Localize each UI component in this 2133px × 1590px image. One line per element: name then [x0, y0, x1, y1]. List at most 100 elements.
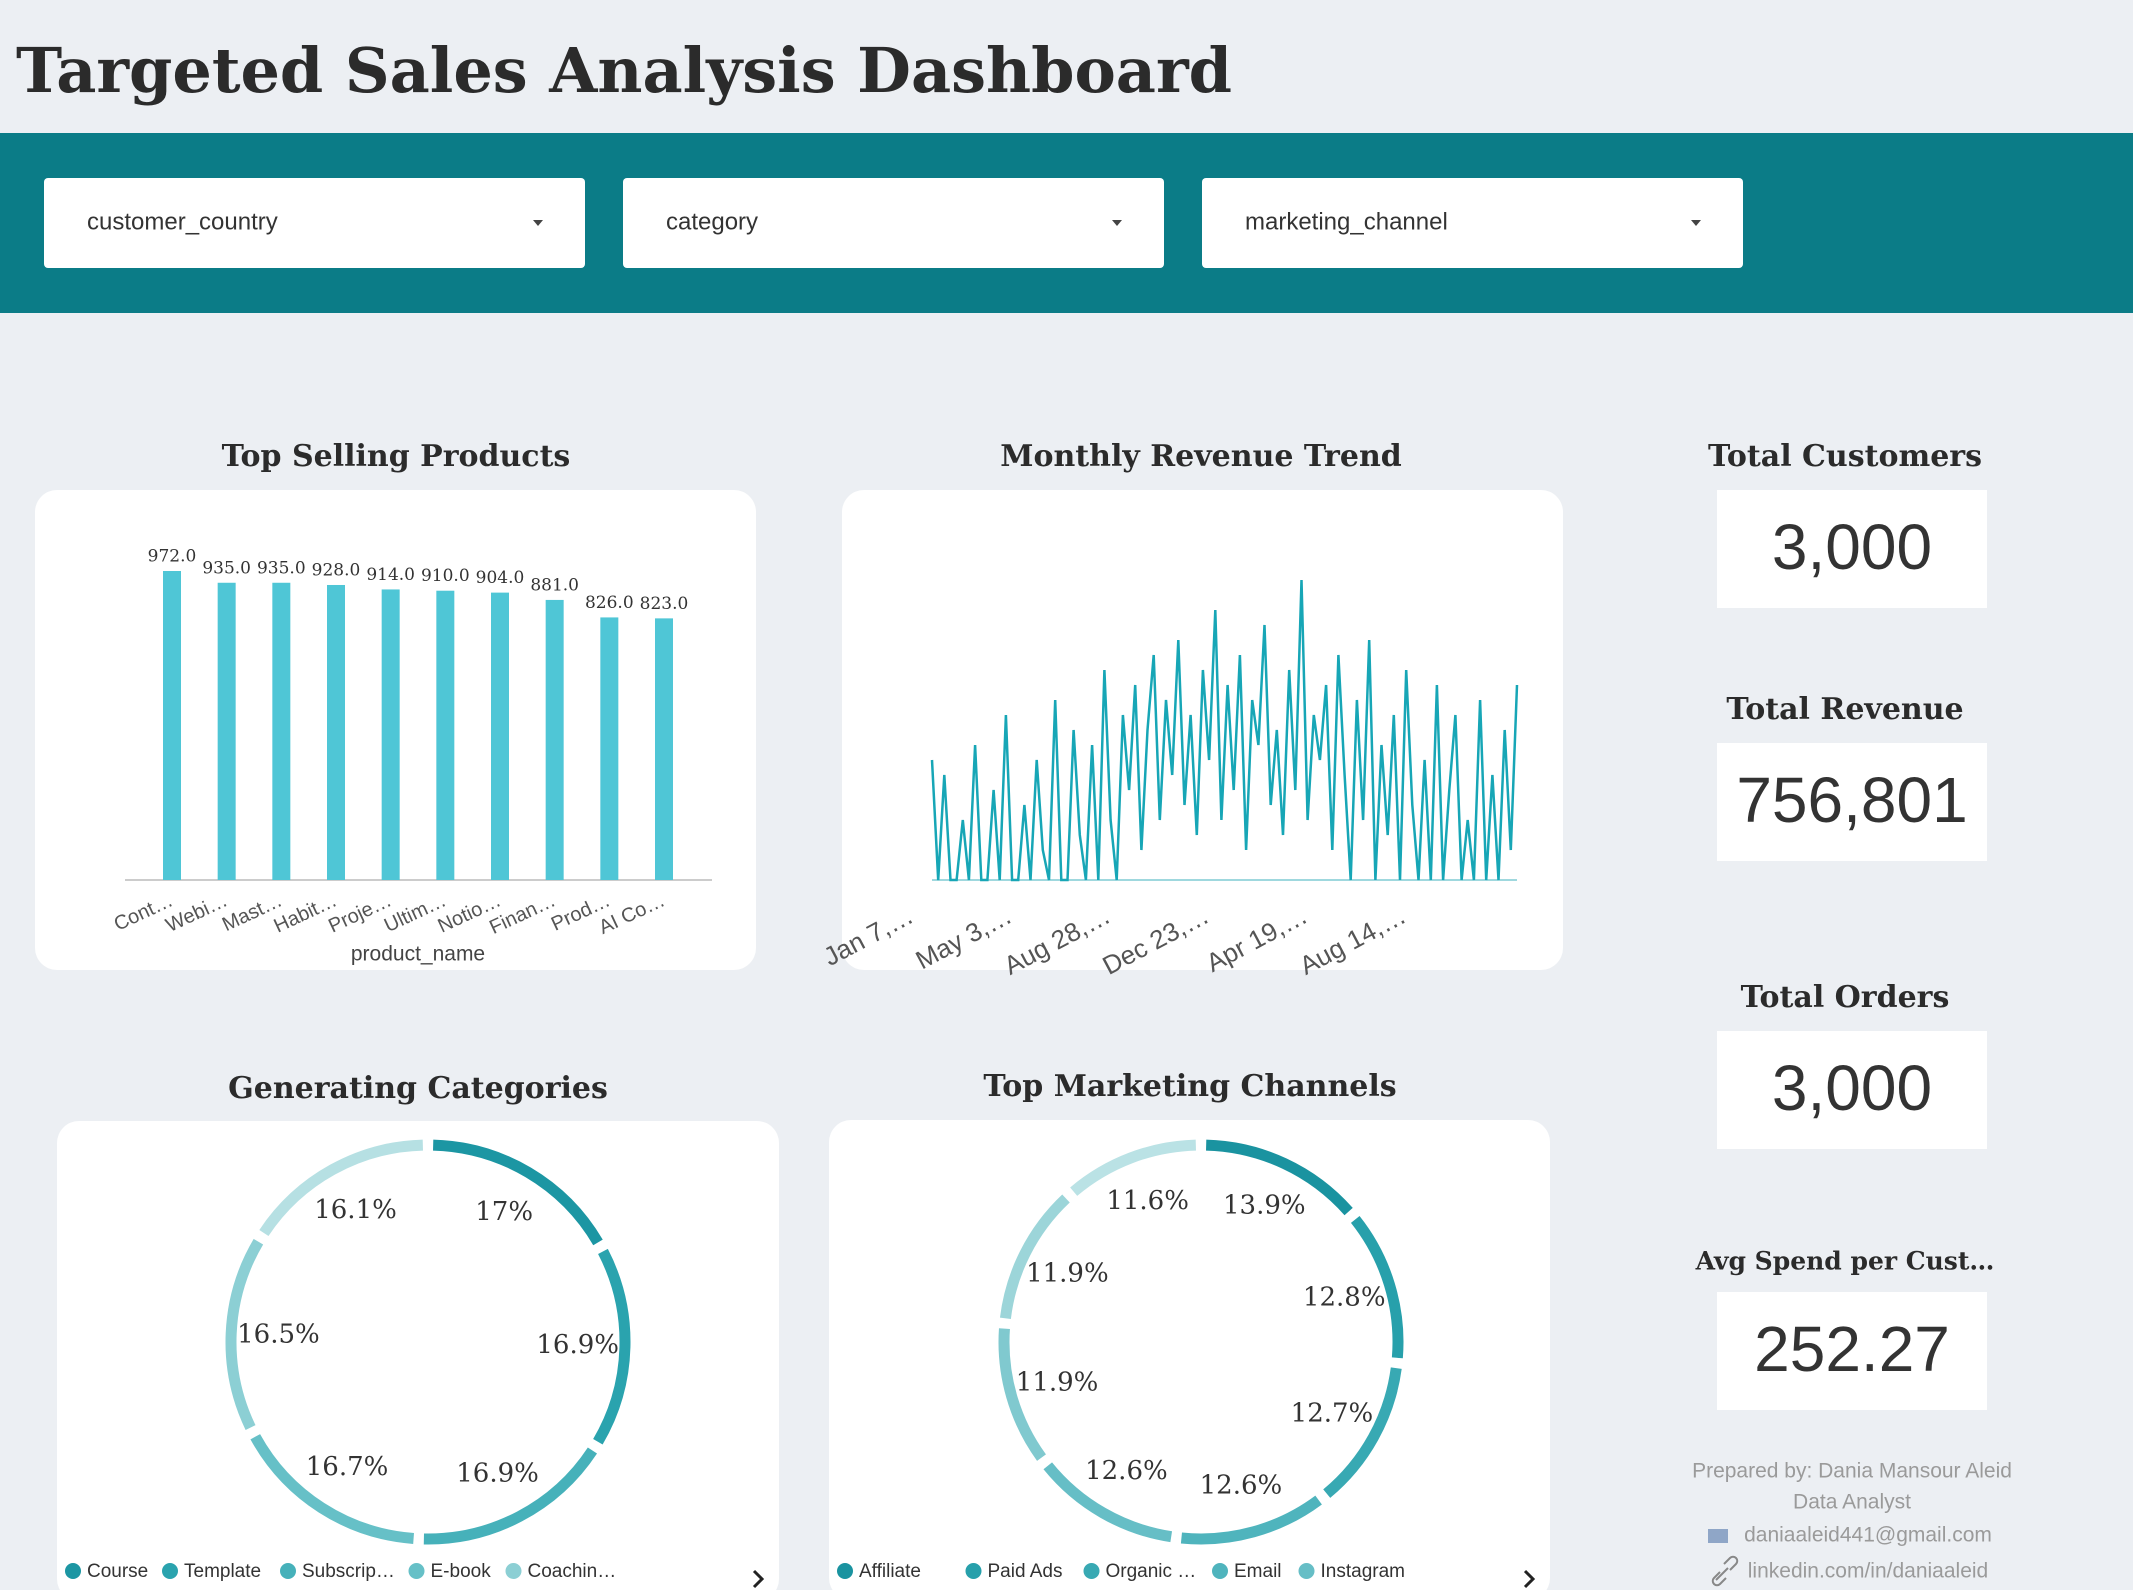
data-label: 16.9% [456, 1459, 539, 1489]
legend-swatch [408, 1563, 425, 1579]
kpi-card [1717, 1031, 1987, 1149]
legend-next[interactable] [1523, 1569, 1536, 1589]
kpi-label: Total Revenue [1726, 692, 1963, 727]
data-label: 16.1% [314, 1195, 397, 1225]
donut-segment [250, 1434, 414, 1544]
kpi-value: 3,000 [1772, 1052, 1932, 1124]
kpi-label: Total Customers [1708, 439, 1982, 474]
donut-segment [1206, 1139, 1353, 1216]
legend-swatch [65, 1563, 81, 1579]
bar [545, 599, 564, 880]
donut-segment [999, 1194, 1070, 1320]
legend-label: E-book [431, 1561, 492, 1582]
dropdown-caret [1691, 220, 1701, 226]
dropdown-caret [533, 220, 543, 226]
donut-segment [225, 1238, 264, 1430]
dropdown[interactable] [1202, 178, 1743, 268]
donut-segment [593, 1248, 631, 1445]
legend-label: Subscrip… [302, 1561, 395, 1582]
chart-card [57, 1121, 779, 1590]
data-label: 823.0 [640, 594, 689, 614]
legend-label: Instagram [1321, 1561, 1405, 1582]
data-label: 12.6% [1200, 1470, 1283, 1500]
data-label: 16.7% [306, 1452, 389, 1482]
chart-title: Top Marketing Channels [983, 1069, 1396, 1104]
kpi-card [1717, 1292, 1987, 1410]
dropdown-caret [1112, 220, 1122, 226]
chart-card [829, 1120, 1550, 1590]
kpi-label: Total Orders [1741, 980, 1950, 1015]
chart-title: Top Selling Products [222, 439, 571, 474]
donut-segment [1350, 1216, 1404, 1359]
legend-swatch [1083, 1563, 1100, 1579]
legend-label: Paid Ads [988, 1561, 1063, 1582]
donut-segment [423, 1447, 598, 1545]
chart-title: Monthly Revenue Trend [1000, 439, 1402, 474]
dropdown-label: customer_country [87, 208, 278, 235]
donut-segment [433, 1139, 603, 1246]
kpi-value: 3,000 [1772, 511, 1932, 583]
bar [272, 582, 291, 880]
legend-next[interactable] [752, 1569, 765, 1589]
link-icon [1711, 1555, 1739, 1587]
data-label: 16.9% [536, 1330, 619, 1360]
bar [217, 582, 236, 880]
data-label: 12.7% [1291, 1399, 1374, 1429]
donut-segment [1323, 1367, 1402, 1498]
kpi-label: Avg Spend per Cust… [1695, 1247, 1995, 1276]
kpi-value: 252.27 [1754, 1313, 1950, 1385]
legend-label: Affiliate [859, 1561, 921, 1582]
bar [381, 589, 400, 880]
kpi-card [1717, 743, 1987, 861]
data-label: 881.0 [530, 575, 579, 595]
legend-swatch [965, 1563, 982, 1579]
data-label: 16.5% [237, 1320, 320, 1350]
data-label: 17% [475, 1197, 533, 1227]
bar [163, 571, 181, 880]
data-label: 904.0 [476, 568, 525, 588]
kpi-card [1717, 490, 1987, 608]
donut-segment [1043, 1462, 1173, 1543]
bar [436, 590, 455, 880]
footer-line: Data Analyst [1793, 1491, 1911, 1514]
data-label: 11.9% [1016, 1367, 1099, 1397]
legend-swatch [505, 1563, 522, 1579]
x-axis-label: product_name [351, 943, 485, 966]
legend-swatch [1212, 1563, 1228, 1579]
bar [491, 592, 509, 880]
data-label: 12.6% [1085, 1456, 1168, 1486]
dropdown[interactable] [44, 178, 585, 268]
chart-card [842, 490, 1563, 970]
legend-label: Email [1234, 1561, 1282, 1582]
data-label: 12.8% [1303, 1282, 1386, 1312]
bar [600, 617, 619, 880]
footer-line: Prepared by: Dania Mansour Aleid [1692, 1460, 2012, 1483]
data-label: 13.9% [1223, 1190, 1306, 1220]
data-label: 914.0 [366, 565, 415, 585]
legend-swatch [280, 1563, 296, 1579]
data-label: 910.0 [421, 566, 470, 586]
data-label: 928.0 [312, 560, 361, 580]
dropdown-label: marketing_channel [1245, 208, 1448, 235]
legend-label: Organic … [1106, 1561, 1197, 1582]
dropdown[interactable] [623, 178, 1164, 268]
data-label: 935.0 [202, 558, 251, 578]
kpi-value: 756,801 [1736, 764, 1967, 836]
legend-swatch [837, 1563, 853, 1579]
footer-line: daniaaleid441@gmail.com [1744, 1524, 1992, 1547]
donut-segment [1070, 1139, 1197, 1196]
data-label: 11.9% [1026, 1258, 1109, 1288]
data-label: 826.0 [585, 593, 634, 613]
legend-label: Coachin… [528, 1561, 617, 1582]
chart-title: Generating Categories [228, 1071, 608, 1106]
donut-segment [1180, 1495, 1322, 1545]
email-icon [1708, 1529, 1728, 1543]
data-label: 935.0 [257, 558, 306, 578]
donut-segment [259, 1139, 423, 1237]
dropdown-label: category [666, 208, 758, 235]
bar [655, 618, 673, 880]
line [930, 579, 1519, 882]
legend-label: Course [87, 1561, 148, 1582]
